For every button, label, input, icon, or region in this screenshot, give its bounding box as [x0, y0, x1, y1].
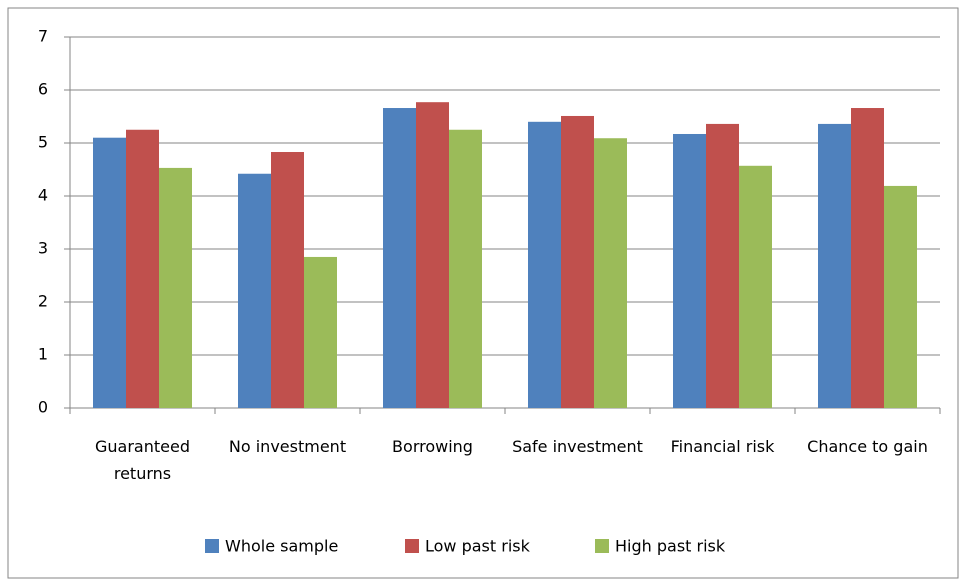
y-tick-label: 5 — [38, 133, 48, 152]
bar — [884, 185, 917, 408]
y-tick-label: 2 — [38, 292, 48, 311]
legend-label: High past risk — [615, 537, 726, 556]
bar — [561, 115, 594, 408]
x-tick-label: Financial risk — [670, 437, 775, 456]
bar — [594, 138, 627, 409]
y-tick-label: 7 — [38, 27, 48, 46]
bar — [238, 173, 271, 408]
legend-label: Low past risk — [425, 537, 531, 556]
legend-swatch — [595, 539, 609, 553]
bar — [416, 102, 449, 408]
bar — [739, 165, 772, 408]
legend-label: Whole sample — [225, 537, 338, 556]
bar — [304, 256, 337, 408]
legend-swatch — [405, 539, 419, 553]
x-tick-label: Borrowing — [392, 437, 473, 456]
x-tick-label: Safe investment — [512, 437, 643, 456]
bar — [383, 108, 416, 409]
y-tick-label: 4 — [38, 186, 48, 205]
y-tick-label: 3 — [38, 239, 48, 258]
bar — [159, 167, 192, 408]
x-tick-label: No investment — [228, 437, 347, 456]
bar — [673, 133, 706, 409]
bar — [271, 152, 304, 408]
legend-swatch — [205, 539, 219, 553]
bar — [93, 137, 126, 408]
y-tick-label: 0 — [38, 398, 48, 417]
y-tick-label: 6 — [38, 80, 48, 99]
x-tick-label: Guaranteed returns — [95, 437, 190, 483]
bar — [126, 129, 159, 408]
bar — [528, 121, 561, 409]
x-tick-label: Chance to gain — [807, 437, 928, 456]
bar — [706, 123, 739, 409]
bar — [851, 108, 884, 409]
y-tick-label: 1 — [38, 345, 48, 364]
bar — [449, 129, 482, 408]
bar — [818, 123, 851, 409]
